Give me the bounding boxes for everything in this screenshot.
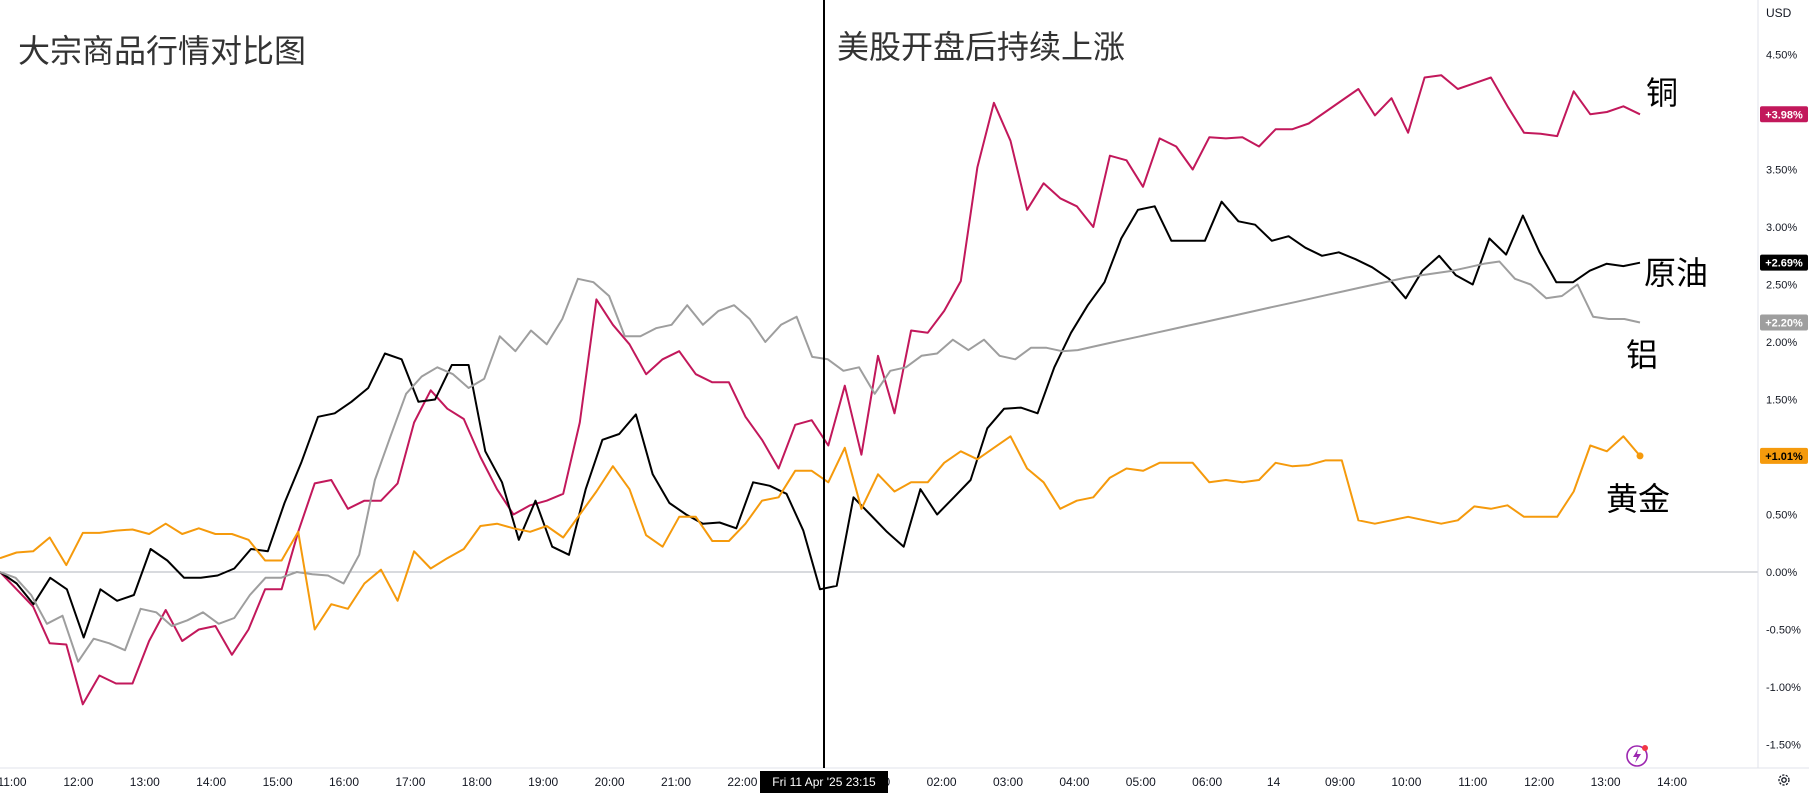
time-tick-label: 04:00 <box>1059 775 1089 789</box>
badge-gold: +1.01% <box>1765 451 1803 463</box>
badge-gold-bg <box>1760 447 1808 464</box>
gold-last-point-marker <box>1636 452 1644 460</box>
time-tick-label: 02:00 <box>927 775 957 789</box>
series-label-copper: 铜 <box>1646 74 1679 112</box>
time-tick-label: 12:00 <box>63 775 93 789</box>
settings-icon[interactable] <box>1776 772 1792 788</box>
series-label-gold: 黄金 <box>1606 480 1671 518</box>
time-tick-label: 12:00 <box>1524 775 1554 789</box>
time-tick-label: 18:00 <box>462 775 492 789</box>
series-label-oil: 原油 <box>1644 254 1709 292</box>
time-tick-label: 19:00 <box>528 775 558 789</box>
crosshair-time-label: Fri 11 Apr '25 23:15 <box>772 775 876 789</box>
time-tick-label: 11:00 <box>1458 775 1487 789</box>
series-line-copper[interactable] <box>0 74 1641 706</box>
price-tick-label: 1.50% <box>1766 395 1797 407</box>
series-layer <box>0 74 1644 706</box>
badge-oil: +2.69% <box>1765 258 1803 270</box>
time-tick-label: 15:00 <box>263 775 293 789</box>
time-tick-label: 03:00 <box>993 775 1023 789</box>
currency-selector[interactable]: USD <box>1766 6 1792 20</box>
time-tick-label: 05:00 <box>1126 775 1156 789</box>
price-tick-label: 4.50% <box>1766 50 1797 62</box>
price-tick-label: 3.00% <box>1766 222 1797 234</box>
flash-icon[interactable] <box>1625 742 1651 768</box>
time-tick-label: 11:00 <box>0 775 27 789</box>
series-line-gold[interactable] <box>0 435 1641 631</box>
time-tick-label: 13:00 <box>130 775 160 789</box>
time-tick-label: 09:00 <box>1325 775 1355 789</box>
price-tick-label: 0.50% <box>1766 510 1797 522</box>
time-tick-label: 20:00 <box>595 775 625 789</box>
time-tick-label: 21:00 <box>661 775 691 789</box>
series-line-aluminum[interactable] <box>0 260 1641 663</box>
series-line-oil[interactable] <box>0 200 1641 639</box>
crosshair: Fri 11 Apr '25 23:15 <box>760 0 888 793</box>
last-value-badges: +3.98% +2.69% +2.20% +1.01% <box>1760 106 1808 464</box>
time-tick-label: 10:00 <box>1391 775 1421 789</box>
price-tick-label: 0.00% <box>1766 567 1797 579</box>
badge-copper: +3.98% <box>1765 109 1803 121</box>
time-axis[interactable]: 11:00 12:00 13:00 14:00 15:00 16:00 17:00 18:00… <box>0 775 1687 789</box>
time-tick-label: 17:00 <box>395 775 425 789</box>
time-tick-label: 14 <box>1267 775 1281 789</box>
badge-copper-bg <box>1760 106 1808 123</box>
badge-oil-bg <box>1760 254 1808 271</box>
annotation-text: 美股开盘后持续上涨 <box>837 28 1126 66</box>
price-tick-label: 3.50% <box>1766 165 1797 177</box>
time-tick-label: 22:00 <box>727 775 757 789</box>
price-tick-label: -1.50% <box>1766 740 1801 752</box>
price-tick-label: 2.50% <box>1766 280 1797 292</box>
price-tick-label: -0.50% <box>1766 625 1801 637</box>
time-tick-label: 14:00 <box>196 775 226 789</box>
price-tick-label: -1.00% <box>1766 682 1801 694</box>
series-label-aluminum: 铝 <box>1626 336 1659 374</box>
time-tick-label: 13:00 <box>1591 775 1621 789</box>
price-axis[interactable]: 4.50%4.00%3.50%3.00%2.50%2.00%1.50%1.00%… <box>1766 50 1801 752</box>
badge-aluminum-bg <box>1760 314 1808 331</box>
crosshair-time-box <box>760 771 888 793</box>
chart-title: 大宗商品行情对比图 <box>18 32 307 70</box>
time-tick-label: 14:00 <box>1657 775 1687 789</box>
time-tick-label: 16:00 <box>329 775 359 789</box>
price-tick-label: 2.00% <box>1766 337 1797 349</box>
badge-aluminum: +2.20% <box>1765 317 1803 329</box>
time-tick-label: 06:00 <box>1192 775 1222 789</box>
